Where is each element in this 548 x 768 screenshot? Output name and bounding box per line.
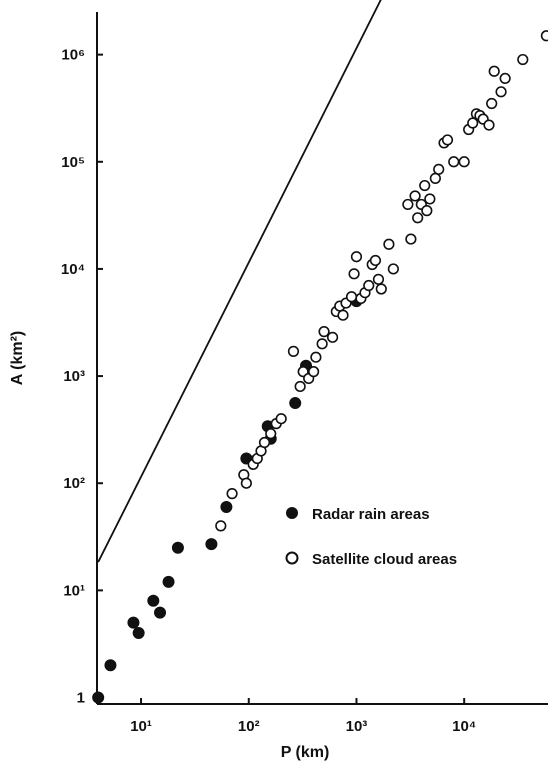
satellite-point (486, 97, 498, 110)
satellite-point (350, 251, 363, 263)
radar-point (289, 397, 302, 410)
radar-point (205, 538, 218, 551)
satellite-point (265, 428, 277, 440)
y-tick-label: 10³ (63, 368, 85, 385)
satellite-point (409, 190, 421, 202)
satellite-point (419, 179, 431, 192)
satellite-point (363, 279, 375, 292)
fit-line-group (97, 0, 382, 563)
satellite-point (316, 338, 328, 350)
satellite-point (240, 477, 252, 489)
satellite-point (412, 212, 424, 224)
radar-point (171, 541, 184, 554)
y-tick-label: 10¹ (63, 582, 85, 599)
satellite-point (369, 254, 382, 267)
x-tick-label: 10¹ (130, 718, 152, 735)
fit-line (97, 0, 382, 563)
satellite-point (495, 86, 507, 98)
y-tick-label: 10² (63, 475, 85, 492)
satellite-point (448, 156, 460, 168)
satellite-point (275, 413, 287, 425)
satellite-point (375, 283, 387, 295)
radar-point (147, 594, 160, 607)
satellite-point (287, 345, 300, 357)
satellite-point (458, 156, 470, 168)
y-tick-label: 10⁴ (61, 261, 85, 278)
x-tick-label: 10⁴ (452, 718, 476, 735)
satellite-point (345, 291, 358, 303)
satellite-point (215, 520, 227, 532)
satellite-point (372, 273, 385, 285)
satellite-point (540, 30, 548, 42)
satellite-point (467, 117, 479, 129)
satellite-point (308, 366, 320, 378)
satellite-point (337, 309, 349, 321)
satellite-point (310, 351, 322, 363)
satellite-point (387, 263, 399, 275)
satellite-point (348, 268, 360, 280)
radar-point (162, 575, 175, 588)
y-axis-label: A (km²) (9, 331, 26, 386)
satellite-point (326, 331, 339, 343)
radar-point (132, 627, 145, 640)
satellite-point (383, 238, 395, 250)
satellite-point (294, 380, 306, 393)
satellite-point (421, 205, 433, 217)
radar-point (220, 500, 233, 513)
satellite-point (517, 53, 529, 66)
satellite-point (433, 163, 445, 175)
x-tick-label: 10³ (346, 718, 368, 735)
satellite-point (488, 65, 500, 77)
satellite-point (405, 233, 417, 245)
satellite-point (318, 326, 330, 338)
legend-label-radar: Radar rain areas (312, 506, 430, 523)
radar-point (92, 691, 105, 704)
legend-marker-satellite (285, 551, 299, 565)
y-tick-label: 1 (77, 690, 85, 707)
x-axis-label: P (km) (281, 744, 330, 761)
y-tick-label: 10⁵ (61, 154, 85, 171)
satellite-point (499, 72, 511, 85)
ticks: 10¹ 10² 10³ 10⁴ 1 10¹ 10² 10³ 10⁴ 10⁵ 10⁶ (61, 47, 476, 735)
satellite-point (402, 198, 414, 211)
legend-label-satellite: Satellite cloud areas (312, 551, 457, 568)
radar-point (154, 606, 167, 619)
legend-marker-radar (286, 507, 298, 519)
data-points (92, 30, 548, 704)
satellite-point (258, 436, 271, 449)
y-tick-label: 10⁶ (61, 47, 85, 64)
satellite-point (424, 193, 436, 205)
axes (96, 12, 548, 705)
satellite-point (429, 172, 441, 184)
radar-point (127, 616, 140, 629)
satellite-point (226, 488, 238, 500)
x-tick-label: 10² (238, 718, 260, 735)
legend: Radar rain areas Satellite cloud areas (285, 506, 457, 568)
satellite-point (441, 134, 454, 146)
satellite-point (483, 119, 495, 131)
radar-point (104, 659, 117, 672)
